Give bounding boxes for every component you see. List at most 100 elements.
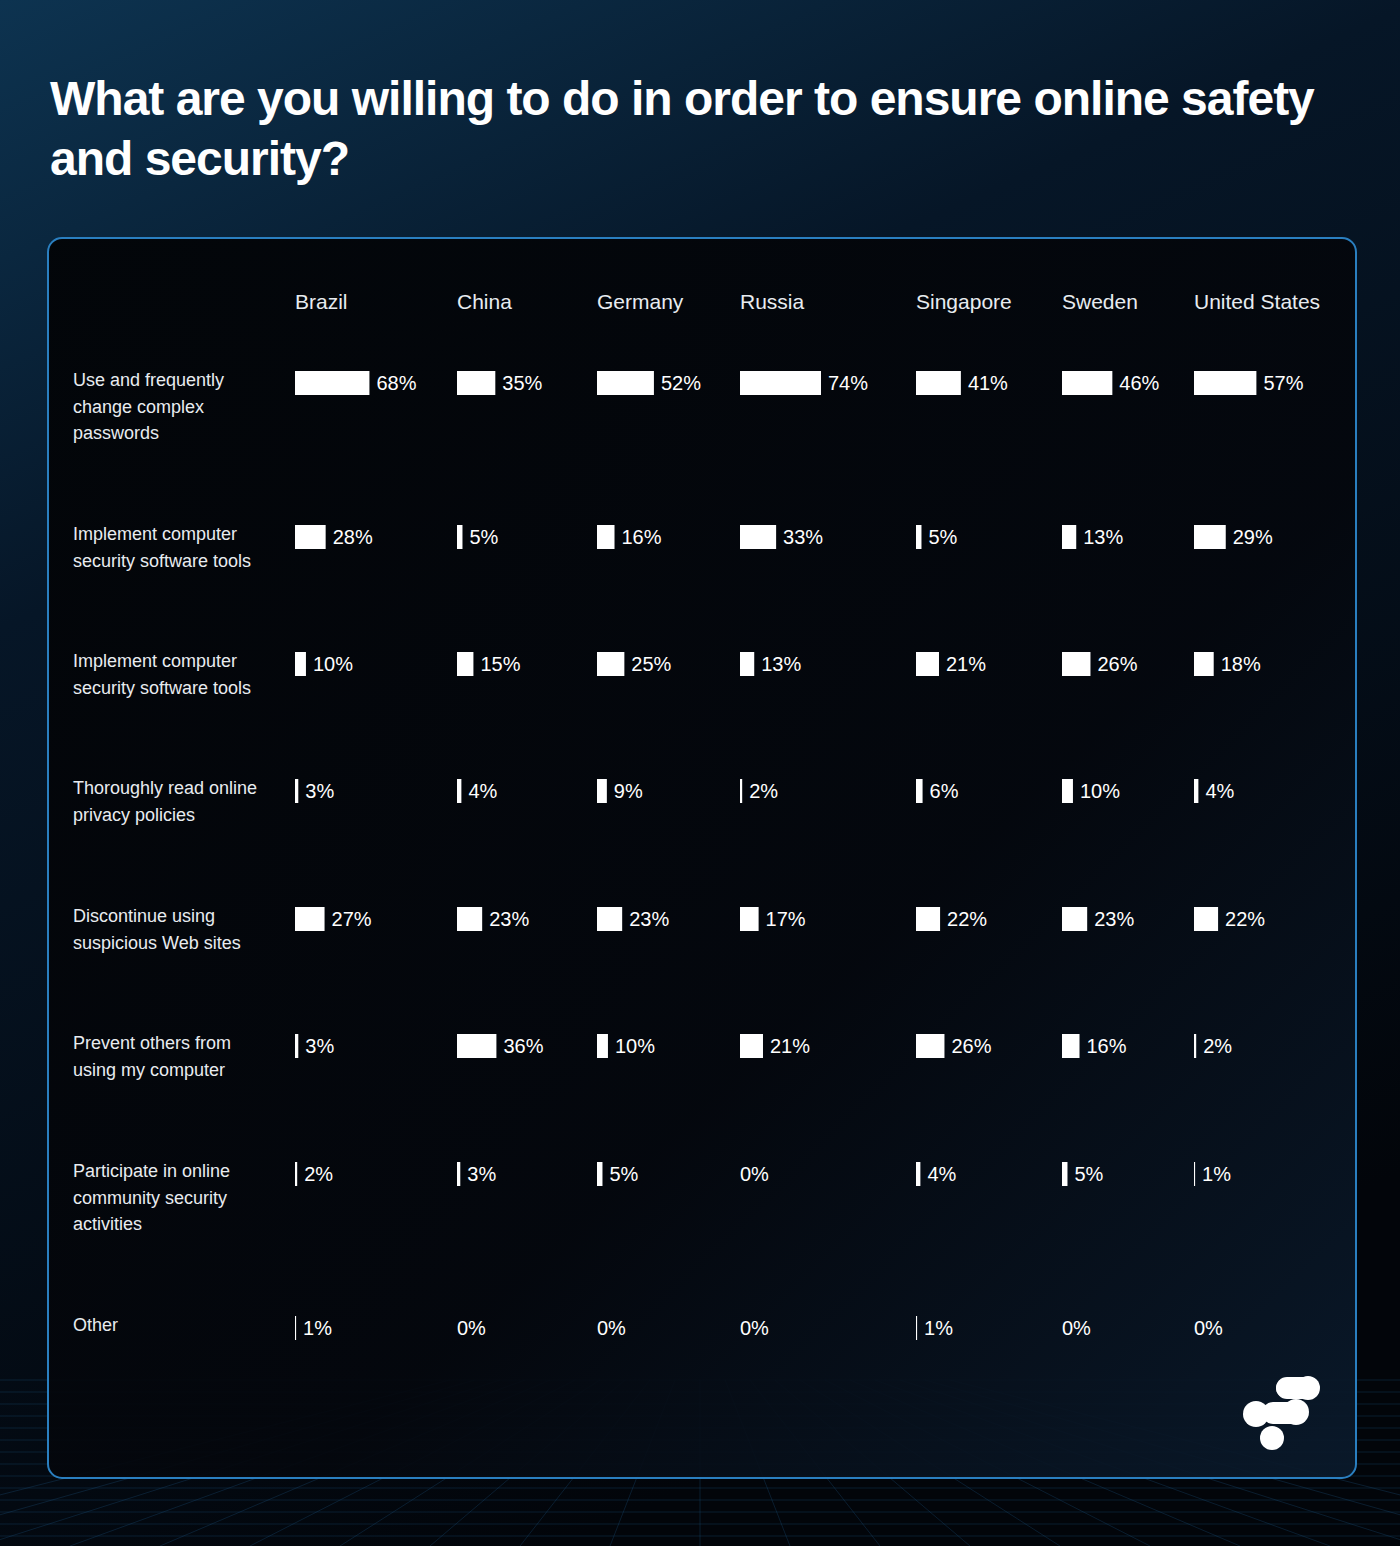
bar [1062, 652, 1090, 676]
text-line: Prevent others from [73, 1033, 231, 1053]
text-line: passwords [73, 423, 159, 443]
data-label: 23% [629, 908, 669, 930]
data-label: 5% [928, 526, 957, 548]
data-label: 5% [609, 1163, 638, 1185]
data-label: 25% [631, 653, 671, 675]
text-line: security software tools [73, 551, 251, 571]
chart-root: What are you willing to do in order to e… [0, 0, 1400, 1546]
logo-bar [1262, 1402, 1302, 1424]
data-label: 41% [968, 372, 1008, 394]
data-label: 1% [924, 1317, 953, 1339]
column-header: United States [1194, 290, 1320, 313]
bar [597, 1034, 608, 1058]
data-label: 10% [615, 1035, 655, 1057]
bar [597, 1162, 602, 1186]
text-line: Implement computer [73, 651, 237, 671]
bar [597, 652, 624, 676]
data-label: 46% [1119, 372, 1159, 394]
bar [597, 525, 615, 549]
logo-dot [1260, 1426, 1284, 1450]
background [0, 0, 1400, 1546]
data-label: 27% [332, 908, 372, 930]
data-label: 4% [1205, 780, 1234, 802]
bar [740, 779, 742, 803]
bar [295, 907, 325, 931]
bar [1194, 371, 1256, 395]
data-label: 36% [503, 1035, 543, 1057]
bar [740, 1034, 763, 1058]
data-label: 0% [597, 1317, 626, 1339]
logo-bar [1276, 1377, 1316, 1399]
data-label: 23% [489, 908, 529, 930]
bar [597, 779, 607, 803]
data-label: 23% [1094, 908, 1134, 930]
bar [457, 907, 482, 931]
data-label: 26% [1097, 653, 1137, 675]
bar [295, 525, 326, 549]
data-label: 10% [1080, 780, 1120, 802]
data-label: 16% [622, 526, 662, 548]
bar [597, 371, 654, 395]
bar [740, 371, 821, 395]
bar [916, 1034, 944, 1058]
bar [740, 525, 776, 549]
column-header: Russia [740, 290, 805, 313]
data-label: 57% [1263, 372, 1303, 394]
bar [597, 907, 622, 931]
data-label: 0% [740, 1163, 769, 1185]
row-label: Use and frequentlychange complexpassword… [73, 370, 224, 443]
text-line: change complex [73, 397, 204, 417]
data-label: 15% [480, 653, 520, 675]
data-label: 2% [1203, 1035, 1232, 1057]
row-label: Participate in onlinecommunity securitya… [73, 1161, 230, 1234]
bar [1194, 1162, 1195, 1186]
text-line: suspicious Web sites [73, 933, 241, 953]
column-header: Singapore [916, 290, 1012, 313]
column-header: Germany [597, 290, 684, 313]
data-label: 18% [1221, 653, 1261, 675]
data-label: 2% [749, 780, 778, 802]
row-label: Implement computersecurity software tool… [73, 651, 251, 698]
text-line: privacy policies [73, 805, 195, 825]
bar [1062, 1162, 1067, 1186]
data-label: 28% [333, 526, 373, 548]
data-label: 3% [467, 1163, 496, 1185]
data-label: 2% [304, 1163, 333, 1185]
data-label: 5% [469, 526, 498, 548]
bar [457, 1034, 496, 1058]
bar [1194, 779, 1198, 803]
bar [1062, 1034, 1080, 1058]
bar [457, 779, 461, 803]
data-label: 1% [303, 1317, 332, 1339]
data-label: 3% [305, 1035, 334, 1057]
bar [916, 779, 923, 803]
bar [1062, 371, 1112, 395]
bar [916, 1162, 920, 1186]
data-labels: 68%28%10%3%27%3%2%1%35%5%15%4%23%36%3%0%… [303, 372, 1304, 1339]
data-label: 10% [313, 653, 353, 675]
bar [740, 652, 754, 676]
text-line: using my computer [73, 1060, 225, 1080]
bar [457, 525, 462, 549]
row-label: Implement computersecurity software tool… [73, 524, 251, 571]
bar [457, 1162, 460, 1186]
text-line: and security? [50, 132, 349, 185]
bar [457, 652, 473, 676]
data-label: 4% [468, 780, 497, 802]
data-label: 22% [947, 908, 987, 930]
text-line: Thoroughly read online [73, 778, 257, 798]
data-label: 5% [1074, 1163, 1103, 1185]
bar [457, 371, 495, 395]
data-label: 22% [1225, 908, 1265, 930]
data-label: 9% [614, 780, 643, 802]
text-line: What are you willing to do in order to e… [50, 72, 1315, 125]
data-label: 16% [1087, 1035, 1127, 1057]
bar [740, 907, 759, 931]
data-label: 0% [740, 1317, 769, 1339]
data-label: 29% [1233, 526, 1273, 548]
text-line: community security [73, 1188, 227, 1208]
bar [295, 652, 306, 676]
data-label: 0% [1194, 1317, 1223, 1339]
column-header: Sweden [1062, 290, 1138, 313]
column-header: Brazil [295, 290, 348, 313]
